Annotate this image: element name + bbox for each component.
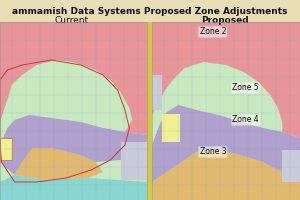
Polygon shape xyxy=(0,115,147,175)
Text: Zone 2: Zone 2 xyxy=(200,27,226,36)
Polygon shape xyxy=(152,175,300,200)
Text: Current: Current xyxy=(55,16,89,25)
Polygon shape xyxy=(152,22,300,138)
Polygon shape xyxy=(152,105,300,182)
Text: Zone 3: Zone 3 xyxy=(200,148,226,156)
Polygon shape xyxy=(152,150,300,200)
Text: ammamish Data Systems Proposed Zone Adjustments: ammamish Data Systems Proposed Zone Adju… xyxy=(12,7,288,16)
Bar xyxy=(152,22,300,200)
Polygon shape xyxy=(0,22,147,135)
Text: Proposed: Proposed xyxy=(201,16,249,25)
Bar xyxy=(147,22,152,200)
Text: Zone 5: Zone 5 xyxy=(232,83,259,92)
Bar xyxy=(0,22,147,200)
Polygon shape xyxy=(0,148,103,182)
Polygon shape xyxy=(0,175,147,200)
Bar xyxy=(152,22,300,200)
Bar xyxy=(0,0,300,22)
Bar xyxy=(162,114,180,142)
Bar xyxy=(0,138,12,160)
Bar xyxy=(0,22,147,200)
Bar xyxy=(152,75,162,110)
Bar xyxy=(121,142,147,180)
Text: Zone 4: Zone 4 xyxy=(232,116,259,124)
Bar xyxy=(282,150,300,182)
